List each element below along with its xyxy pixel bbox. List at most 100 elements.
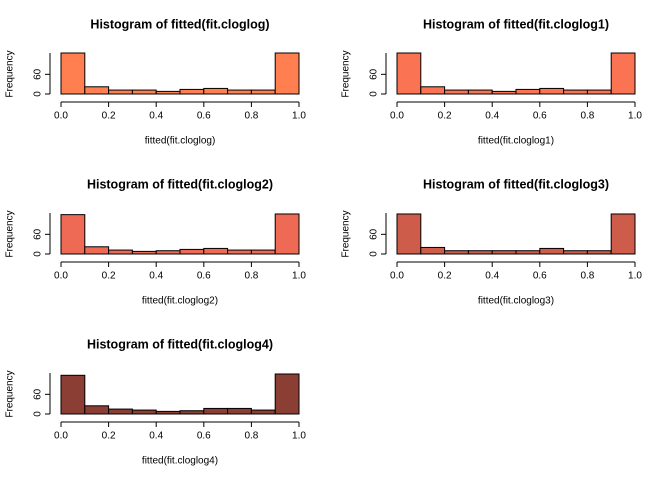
histogram-bar: [563, 89, 588, 95]
histogram-bar: [563, 250, 588, 255]
y-axis-label: Frequency: [5, 50, 16, 97]
histogram-bar: [396, 213, 422, 255]
x-tick-label: 0.0: [390, 111, 404, 122]
histogram-bar: [155, 410, 181, 415]
y-tick-label: 0: [33, 91, 44, 97]
x-tick-label: 0.6: [533, 111, 547, 122]
histogram-bar: [60, 52, 86, 95]
x-axis-label: fitted(fit.cloglog1): [478, 136, 554, 147]
histogram-bar: [84, 246, 110, 255]
x-tick-label: 0.4: [149, 431, 163, 442]
x-tick-label: 0.4: [485, 271, 499, 282]
histogram-bar: [203, 407, 229, 415]
chart-title: Histogram of fitted(fit.cloglog2): [87, 177, 273, 191]
histogram-bar: [515, 88, 541, 95]
x-tick-label: 0.4: [149, 111, 163, 122]
x-tick-label: 1.0: [292, 271, 306, 282]
y-tick-label: 60: [33, 228, 44, 240]
x-tick-label: 0.4: [149, 271, 163, 282]
x-tick-label: 0.6: [197, 111, 211, 122]
histogram-bar: [203, 247, 229, 255]
histogram-bar: [610, 213, 636, 255]
chart-title: Histogram of fitted(fit.cloglog): [90, 17, 269, 31]
chart-title: Histogram of fitted(fit.cloglog1): [423, 17, 609, 31]
histogram-bar: [131, 250, 157, 255]
x-tick-label: 0.6: [197, 271, 211, 282]
y-tick-label: 60: [33, 68, 44, 80]
x-tick-label: 0.2: [102, 431, 116, 442]
histogram-bar: [155, 90, 181, 95]
y-axis-label: Frequency: [341, 210, 352, 257]
histogram-bar: [108, 89, 133, 95]
x-tick-label: 0.2: [438, 111, 452, 122]
x-axis-label: fitted(fit.cloglog4): [142, 456, 218, 467]
y-tick-label: 0: [369, 251, 380, 257]
histogram-bar: [467, 250, 493, 255]
histogram-bar: [420, 246, 446, 255]
x-tick-label: 0.0: [54, 431, 68, 442]
y-axis-label: Frequency: [5, 210, 16, 257]
y-tick-label: 0: [33, 411, 44, 417]
histogram-bar: [586, 89, 612, 95]
histogram-bar: [491, 250, 517, 255]
chart-title: Histogram of fitted(fit.cloglog4): [87, 337, 273, 351]
histogram-bar: [250, 249, 276, 255]
histogram-bar: [539, 87, 565, 95]
histogram-bar: [250, 409, 276, 415]
x-tick-label: 0.2: [102, 111, 116, 122]
y-axis-label: Frequency: [341, 50, 352, 97]
histogram-bar: [444, 89, 469, 95]
histogram-bar: [108, 249, 133, 255]
x-tick-label: 0.2: [102, 271, 116, 282]
y-tick-label: 60: [33, 388, 44, 400]
x-tick-label: 0.4: [485, 111, 499, 122]
x-tick-label: 0.6: [197, 431, 211, 442]
histogram-bar: [396, 52, 422, 95]
x-tick-label: 1.0: [628, 111, 642, 122]
histogram-bar: [227, 249, 252, 255]
histogram-bar: [539, 247, 565, 255]
x-tick-label: 0.8: [244, 271, 258, 282]
x-axis-label: fitted(fit.cloglog): [145, 136, 216, 147]
x-tick-label: 0.8: [244, 431, 258, 442]
x-tick-label: 0.8: [580, 111, 594, 122]
histogram-bar: [610, 52, 636, 95]
x-axis-label: fitted(fit.cloglog2): [142, 296, 218, 307]
histogram-bar: [179, 248, 205, 255]
histogram-bar: [491, 90, 517, 95]
x-tick-label: 0.0: [54, 111, 68, 122]
histogram-bar: [515, 250, 541, 255]
histogram-bar: [274, 213, 300, 255]
x-tick-label: 0.0: [54, 271, 68, 282]
x-tick-label: 1.0: [628, 271, 642, 282]
histogram-bar: [203, 87, 229, 95]
histogram-bar: [274, 52, 300, 95]
histogram-bar: [467, 89, 493, 95]
histogram-bar: [586, 250, 612, 255]
x-tick-label: 0.8: [244, 111, 258, 122]
x-tick-label: 0.0: [390, 271, 404, 282]
y-tick-label: 0: [369, 91, 380, 97]
histogram-bar: [60, 214, 86, 255]
x-tick-label: 0.8: [580, 271, 594, 282]
x-tick-label: 1.0: [292, 431, 306, 442]
y-tick-label: 0: [33, 251, 44, 257]
histogram-bar: [108, 408, 133, 415]
histogram-bar: [60, 374, 86, 415]
x-tick-label: 1.0: [292, 111, 306, 122]
histogram-bar: [179, 410, 205, 415]
chart-title: Histogram of fitted(fit.cloglog3): [423, 177, 609, 191]
histogram-bar: [227, 89, 252, 95]
histogram-bar: [444, 250, 469, 255]
y-tick-label: 60: [369, 228, 380, 240]
histogram-bar: [274, 373, 300, 415]
x-tick-label: 0.2: [438, 271, 452, 282]
histogram-bar: [131, 89, 157, 95]
histogram-bar: [420, 86, 446, 95]
y-tick-label: 60: [369, 68, 380, 80]
histogram-bar: [131, 409, 157, 415]
histogram-bar: [227, 407, 252, 415]
x-tick-label: 0.6: [533, 271, 547, 282]
histogram-bar: [250, 89, 276, 95]
